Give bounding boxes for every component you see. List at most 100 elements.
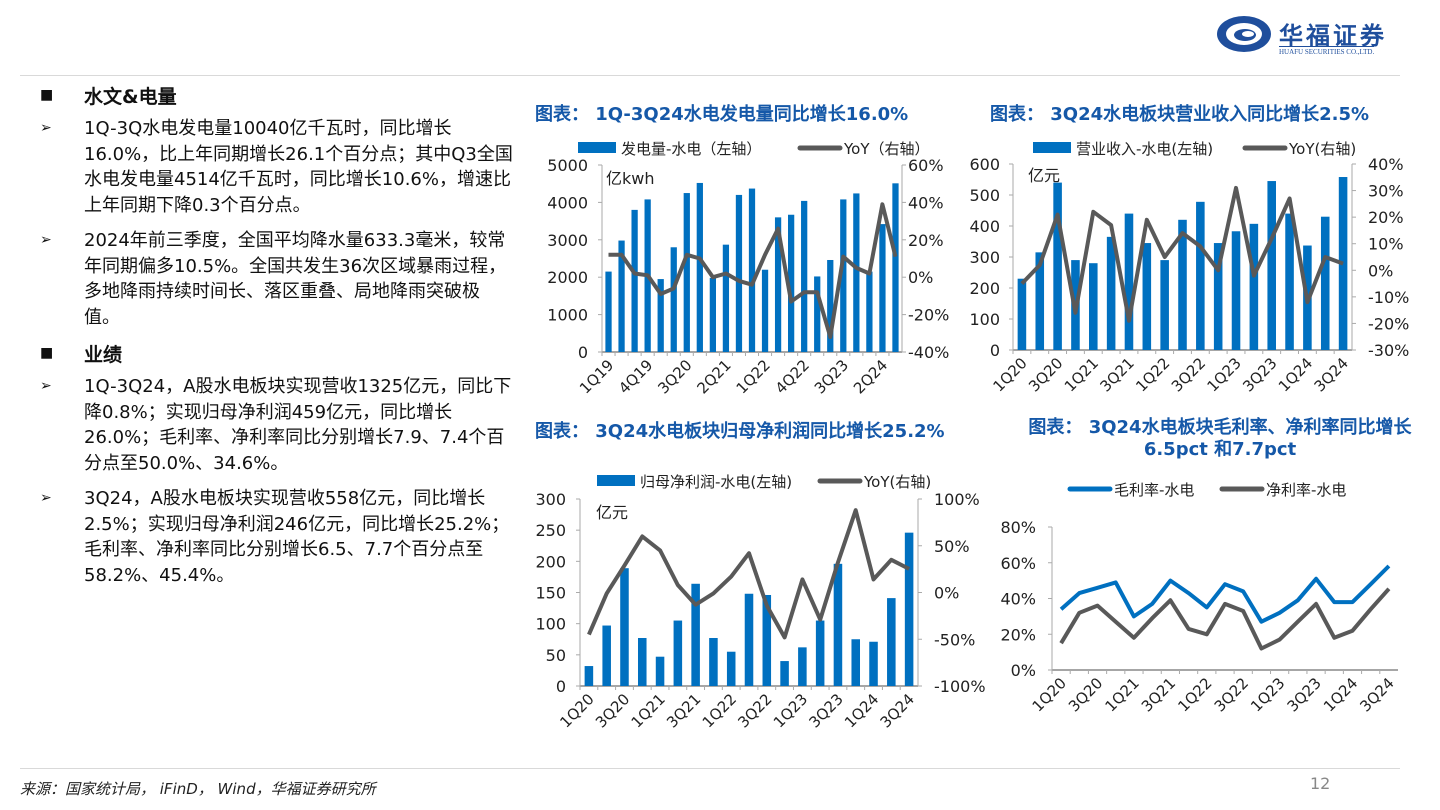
x-tick-label: 3Q20 xyxy=(1025,354,1066,395)
bar-3Q20 xyxy=(683,193,690,352)
bar-1Q24 xyxy=(866,271,873,352)
left-y-tick-label: 300 xyxy=(969,248,1000,267)
legend-label: YoY(右轴) xyxy=(863,473,931,491)
right-y-tick-label: -20% xyxy=(1368,314,1409,333)
square-bullet-icon: ■ xyxy=(40,87,54,103)
x-tick-label: 3Q23 xyxy=(1284,674,1325,715)
section-heading-hydrology: ■ 水文&电量 xyxy=(40,82,520,108)
arrow-bullet-icon: ➢ xyxy=(40,490,52,506)
left-y-tick-label: 300 xyxy=(535,490,566,509)
bar-4Q23 xyxy=(853,193,860,352)
bar-3Q24 xyxy=(892,183,899,352)
x-tick-label: 3Q23 xyxy=(811,356,852,397)
left-y-tick-label: 2000 xyxy=(547,268,588,287)
bar-2Q20 xyxy=(670,247,677,352)
right-y-tick-label: -20% xyxy=(908,306,949,325)
unit-label: 亿kwh xyxy=(606,169,655,188)
bullet-item: ➢ 2024年前三季度，全国平均降水量633.3毫米，较常年同期偏多10.5%。… xyxy=(40,228,520,330)
x-tick-label: 1Q21 xyxy=(628,690,669,731)
bar-2Q23 xyxy=(1249,223,1259,350)
bar-4Q21 xyxy=(709,638,718,686)
legend-label: 净利率-水电 xyxy=(1266,481,1346,499)
right-y-tick-label: -10% xyxy=(1368,288,1409,307)
left-y-tick-label: 4000 xyxy=(547,193,588,212)
bar-1Q20 xyxy=(657,279,664,352)
left-y-tick-label: 0 xyxy=(578,343,588,362)
logo-text-cn: 华福证券 xyxy=(1279,21,1387,50)
bar-1Q22 xyxy=(1160,260,1169,350)
bar-2Q22 xyxy=(1178,219,1187,350)
commentary-panel: ■ 水文&电量 ➢ 1Q-3Q水电发电量10040亿千瓦时，同比增长16.0%，… xyxy=(40,80,520,598)
bullet-text: 3Q24，A股水电板块实现营收558亿元，同比增长2.5%；实现归母净利润246… xyxy=(84,488,510,586)
left-y-tick-label: 50 xyxy=(546,646,566,665)
bullet-text: 2024年前三季度，全国平均降水量633.3毫米，较常年同期偏多10.5%。全国… xyxy=(84,230,507,328)
left-y-tick-label: 20% xyxy=(1000,625,1036,644)
bar-3Q22 xyxy=(788,214,795,352)
left-y-tick-label: 600 xyxy=(969,155,1000,174)
x-tick-label: 3Q22 xyxy=(1211,674,1252,715)
bar-2Q22 xyxy=(774,217,782,352)
bar-1Q23 xyxy=(1231,231,1241,350)
bar-4Q22 xyxy=(780,661,789,686)
bar-2Q20 xyxy=(1035,252,1045,350)
bar-1Q19 xyxy=(605,271,612,352)
right-y-tick-label: 60% xyxy=(908,156,944,175)
x-tick-label: 1Q23 xyxy=(770,690,811,731)
x-tick-label: 4Q19 xyxy=(615,356,656,397)
x-tick-label: 3Q21 xyxy=(1096,354,1137,395)
x-tick-label: 3Q23 xyxy=(1239,354,1280,395)
x-tick-label: 1Q21 xyxy=(1061,354,1102,395)
left-y-tick-label: 3000 xyxy=(547,231,588,250)
bar-2Q21 xyxy=(722,244,730,352)
section-heading-performance: ■ 业绩 xyxy=(40,340,520,366)
x-tick-label: 3Q24 xyxy=(877,690,918,731)
x-tick-label: 1Q22 xyxy=(1132,354,1173,395)
bar-3Q20 xyxy=(620,568,629,686)
x-tick-label: 1Q22 xyxy=(699,690,740,731)
right-y-tick-label: -30% xyxy=(1368,341,1409,360)
bar-1Q21 xyxy=(709,277,716,352)
bar-2Q23 xyxy=(815,620,825,686)
header-divider xyxy=(20,75,1400,76)
x-tick-label: 1Q24 xyxy=(1275,354,1316,395)
bar-2Q24 xyxy=(879,224,886,352)
section-title: 业绩 xyxy=(84,343,123,366)
bar-4Q22 xyxy=(801,200,808,352)
x-tick-label: 3Q21 xyxy=(1138,674,1179,715)
right-y-tick-label: 20% xyxy=(908,231,944,250)
bullet-item: ➢ 3Q24，A股水电板块实现营收558亿元，同比增长2.5%；实现归母净利润2… xyxy=(40,486,520,588)
bar-1Q22 xyxy=(761,269,769,352)
bar-4Q21 xyxy=(1142,243,1152,350)
bullet-text: 1Q-3Q水电发电量10040亿千瓦时，同比增长16.0%，比上年同期增长26.… xyxy=(84,118,513,216)
legend-label: YoY（右轴） xyxy=(843,140,930,158)
x-tick-label: 3Q23 xyxy=(805,690,846,731)
arrow-bullet-icon: ➢ xyxy=(40,120,52,136)
x-tick-label: 3Q22 xyxy=(1168,354,1209,395)
right-y-tick-label: 0% xyxy=(1368,261,1393,280)
x-tick-label: 3Q21 xyxy=(663,690,704,731)
right-y-tick-label: 100% xyxy=(934,490,980,509)
x-tick-label: 1Q22 xyxy=(1174,674,1215,715)
right-y-tick-label: -40% xyxy=(908,343,949,362)
page-number: 12 xyxy=(1310,774,1331,793)
chart1-title: 图表： 1Q-3Q24水电发电量同比增长16.0% xyxy=(535,104,909,125)
right-y-tick-label: -50% xyxy=(934,630,975,649)
left-y-tick-label: 0 xyxy=(990,341,1000,360)
section-title: 水文&电量 xyxy=(84,85,177,108)
left-y-tick-label: 250 xyxy=(535,521,566,540)
right-y-tick-label: 40% xyxy=(908,193,944,212)
huafu-logo: 华福证券 HUAFU SECURITIES CO.,LTD. xyxy=(1215,14,1405,60)
right-y-tick-label: 20% xyxy=(1368,208,1404,227)
left-y-tick-label: 200 xyxy=(535,552,566,571)
legend-swatch-bar xyxy=(578,142,616,153)
bar-3Q23 xyxy=(833,563,843,686)
x-tick-label: 1Q20 xyxy=(1029,674,1070,715)
bar-2Q21 xyxy=(673,620,683,686)
bar-3Q21 xyxy=(1124,213,1134,350)
x-tick-label: 1Q23 xyxy=(1247,674,1288,715)
x-tick-label: 1Q19 xyxy=(576,356,617,397)
x-tick-label: 1Q24 xyxy=(841,690,882,731)
legend-label: 营业收入-水电(左轴) xyxy=(1076,140,1213,158)
bullet-item: ➢ 1Q-3Q水电发电量10040亿千瓦时，同比增长16.0%，比上年同期增长2… xyxy=(40,116,520,218)
square-bullet-icon: ■ xyxy=(40,345,54,361)
